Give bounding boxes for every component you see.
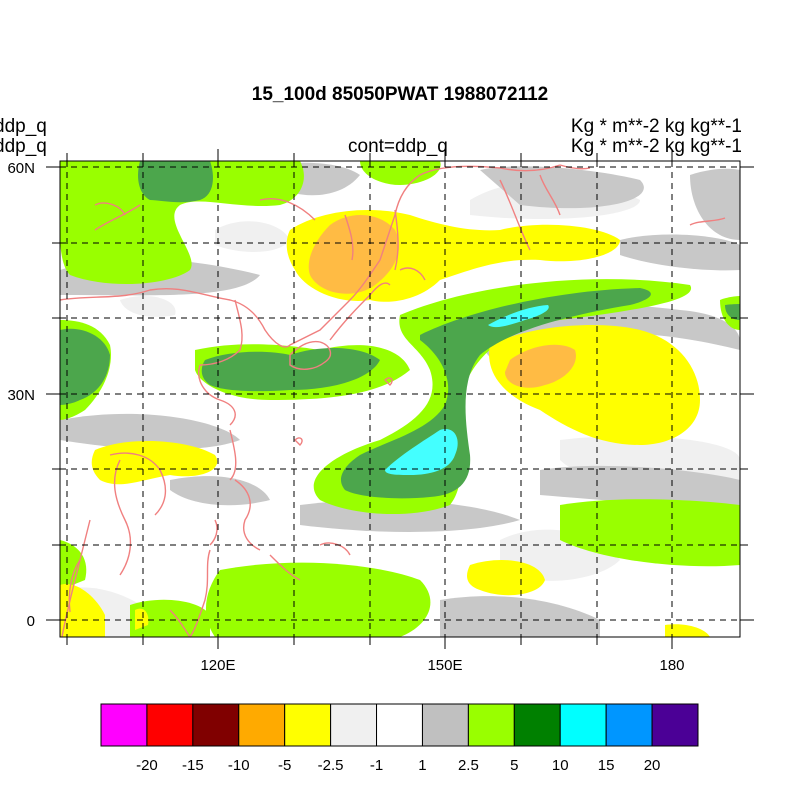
colorbar-tick-label: -1: [369, 757, 384, 774]
colorbar-swatch: [605, 703, 653, 747]
colorbar-swatch: [284, 703, 332, 747]
colorbar: [100, 703, 699, 747]
colorbar-swatch: [192, 703, 240, 747]
units-label-2: Kg * m**-2 kg kg**-1: [570, 136, 742, 157]
lon-label-180: 180: [659, 657, 684, 674]
colorbar-swatch: [651, 703, 699, 747]
plot-title: 15_100d 85050PWAT 1988072112: [251, 84, 549, 105]
left-variable-label-2: ddp_q: [0, 136, 47, 157]
colorbar-tick-label: 20: [643, 757, 661, 774]
lat-label-0: 0: [27, 613, 35, 630]
colorbar-swatch: [467, 703, 515, 747]
lon-label-120e: 120E: [200, 657, 235, 674]
left-variable-label: ddp_q: [0, 116, 47, 137]
colorbar-tick-label: 10: [551, 757, 569, 774]
colorbar-swatch: [238, 703, 286, 747]
colorbar-swatch: [100, 703, 148, 747]
colorbar-swatch: [421, 703, 469, 747]
units-label: Kg * m**-2 kg kg**-1: [570, 116, 742, 137]
colorbar-swatch: [330, 703, 378, 747]
colorbar-tick-label: -2.5: [317, 757, 344, 774]
colorbar-tick-label: -10: [227, 757, 250, 774]
lat-label-60n: 60N: [7, 160, 35, 177]
colorbar-tick-label: -5: [278, 757, 292, 774]
colorbar-tick-label: -15: [182, 757, 204, 774]
tick-marks: [46, 149, 754, 649]
lat-label-30n: 30N: [7, 387, 35, 404]
map-frame: [59, 160, 741, 638]
contour-variable-label: cont=ddp_q: [348, 136, 448, 157]
colorbar-tick-label: 5: [510, 757, 519, 774]
lon-label-150e: 150E: [427, 657, 462, 674]
graticule: [60, 161, 740, 637]
colorbar-tick-label: -20: [136, 757, 158, 774]
shade-orange: [308, 214, 576, 388]
shaded-field: [60, 161, 740, 637]
colorbar-swatch: [513, 703, 561, 747]
colorbar-swatch: [376, 703, 423, 747]
colorbar-swatch: [146, 703, 194, 747]
colorbar-tick-label: 1: [418, 757, 427, 774]
colorbar-tick-label: 2.5: [457, 757, 479, 774]
colorbar-tick-label: 15: [597, 757, 615, 774]
colorbar-swatch: [559, 703, 607, 747]
shade-cyan: [385, 305, 549, 475]
